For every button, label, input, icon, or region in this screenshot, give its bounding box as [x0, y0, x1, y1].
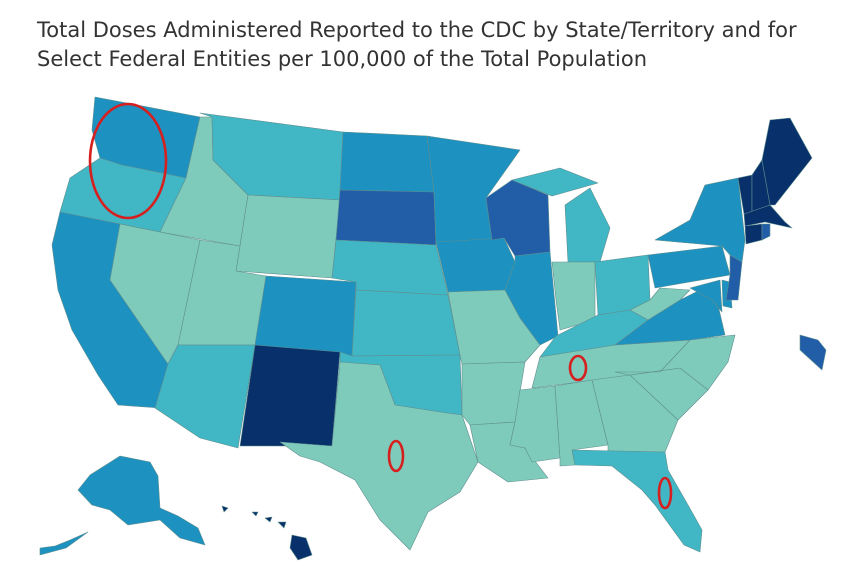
marker-texas	[387, 439, 405, 473]
state-AK[interactable]	[39, 455, 206, 556]
state-TX[interactable]	[279, 361, 479, 551]
state-AR[interactable]	[461, 361, 526, 426]
state-NY[interactable]	[654, 177, 746, 263]
map-title: Total Doses Administered Reported to the…	[37, 16, 827, 74]
state-ND[interactable]	[339, 131, 435, 193]
state-AZ[interactable]	[154, 344, 256, 449]
state-CO[interactable]	[254, 275, 357, 357]
state-CT[interactable]	[744, 223, 763, 245]
state-HI[interactable]	[221, 505, 313, 561]
state-ME[interactable]	[761, 117, 813, 206]
state-NJ[interactable]	[725, 254, 743, 301]
state-NM[interactable]	[239, 344, 341, 447]
state-WY[interactable]	[235, 194, 341, 279]
marker-tennessee	[568, 354, 588, 382]
map-title-line-1: Total Doses Administered Reported to the…	[37, 18, 797, 42]
state-WV[interactable]	[629, 287, 691, 321]
territory-PR[interactable]	[799, 334, 827, 371]
state-SD[interactable]	[335, 189, 437, 246]
state-FL[interactable]	[571, 449, 703, 553]
state-NC[interactable]	[614, 334, 736, 391]
state-MI[interactable]	[511, 167, 611, 263]
state-MD[interactable]	[689, 279, 723, 313]
state-IL[interactable]	[504, 251, 559, 346]
map-title-line-2: Select Federal Entities per 100,000 of t…	[37, 47, 648, 71]
state-RI[interactable]	[761, 223, 771, 241]
marker-oregon	[88, 102, 168, 220]
marker-florida	[657, 476, 673, 510]
state-IA[interactable]	[435, 237, 516, 293]
state-KS[interactable]	[351, 289, 461, 357]
